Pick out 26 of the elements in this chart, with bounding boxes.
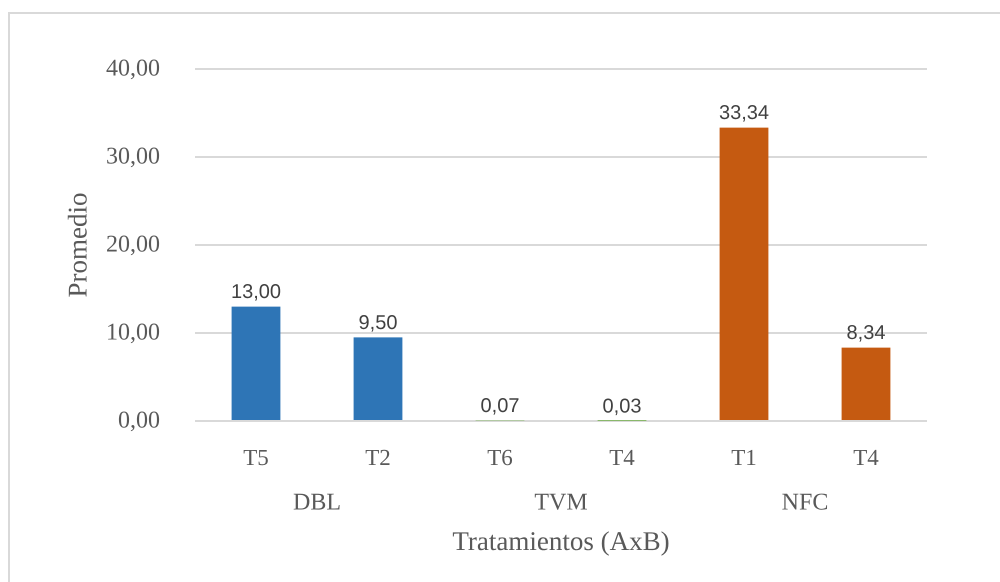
- y-tick-label: 40,00: [106, 55, 160, 82]
- data-label: 9,50: [358, 312, 398, 334]
- y-tick-label: 20,00: [106, 231, 160, 258]
- bar: [232, 306, 280, 420]
- y-tick-label: 10,00: [106, 319, 160, 346]
- data-label: 33,34: [718, 102, 770, 124]
- x-axis-title: Tratamientos (AxB): [452, 526, 670, 556]
- bar: [842, 348, 890, 420]
- x-tick-label: T6: [487, 444, 513, 470]
- x-tick-label: T4: [853, 444, 880, 470]
- x-tick-label: T4: [609, 444, 636, 470]
- text: NFC: [782, 489, 828, 516]
- data-label: 0,07: [480, 394, 520, 417]
- x-tick-label: T2: [365, 444, 391, 470]
- text: TVM: [534, 489, 588, 516]
- x-tick-label: T1: [731, 444, 757, 470]
- y-tick-label: 30,00: [106, 143, 160, 170]
- x-tick-label: T5: [243, 444, 269, 470]
- bar: [354, 337, 402, 420]
- y-axis-title: Promedio: [62, 192, 92, 298]
- data-label: 13,00: [230, 281, 282, 304]
- data-label: 0,03: [602, 395, 642, 418]
- bar: [720, 128, 768, 420]
- data-label: 8,34: [846, 322, 886, 344]
- text: DBL: [293, 489, 341, 516]
- y-tick-label: 0,00: [118, 407, 160, 434]
